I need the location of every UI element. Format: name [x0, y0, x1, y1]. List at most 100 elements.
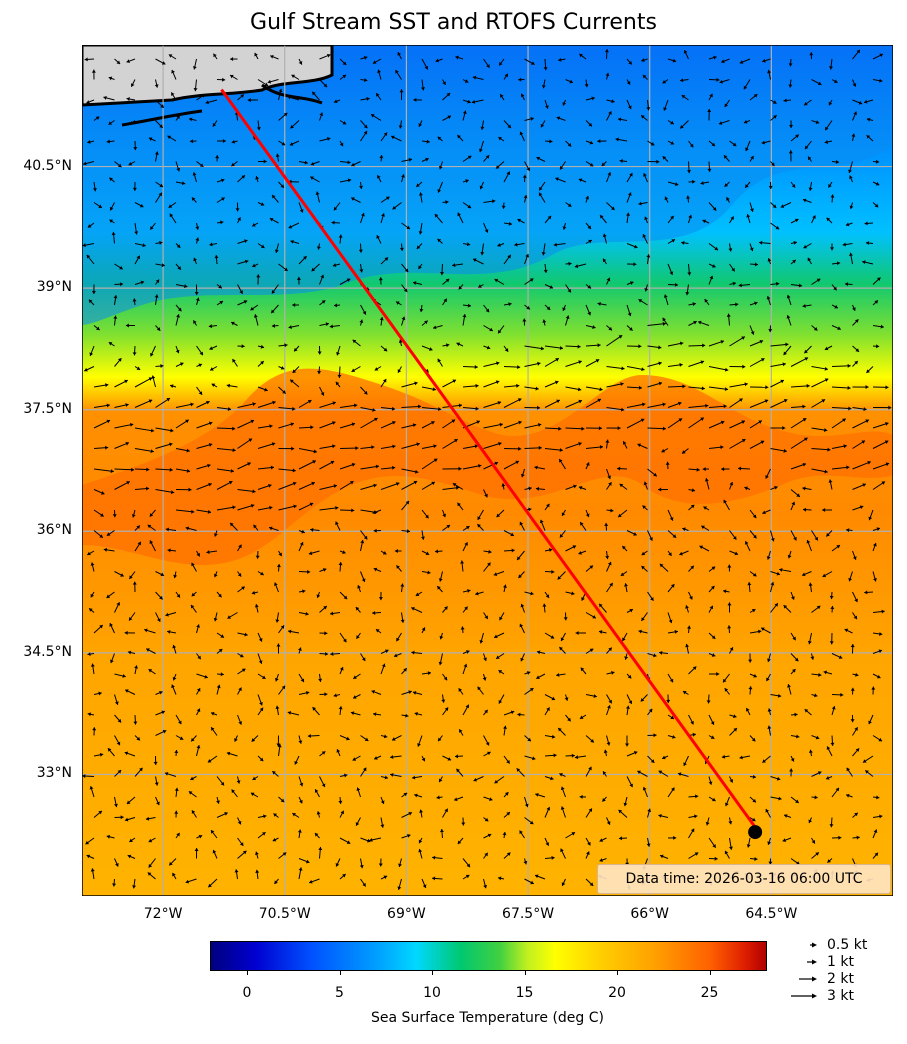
current-arrowhead	[807, 640, 812, 645]
sst-current-map[interactable]	[82, 45, 893, 896]
current-arrowhead	[439, 829, 444, 833]
current-arrowhead	[351, 368, 356, 372]
current-arrowhead	[134, 665, 139, 669]
current-arrowhead	[86, 854, 91, 859]
current-arrowhead	[392, 420, 396, 425]
current-arrowhead	[234, 869, 239, 873]
current-arrowhead	[478, 463, 482, 468]
current-arrowhead	[611, 206, 615, 211]
current-arrowhead	[96, 326, 100, 331]
current-arrowhead	[375, 629, 380, 633]
current-arrowhead	[210, 367, 214, 371]
current-arrowhead	[437, 358, 442, 363]
current-arrowhead	[311, 267, 316, 272]
current-arrowhead	[786, 315, 791, 319]
current-arrowhead	[767, 708, 772, 712]
current-arrowhead	[750, 208, 754, 212]
current-arrowhead	[848, 406, 852, 411]
current-arrowhead	[452, 379, 457, 384]
map-frame[interactable]	[82, 45, 893, 896]
route-endpoint[interactable]	[748, 825, 763, 840]
route-line[interactable]	[220, 88, 757, 828]
current-arrowhead	[322, 568, 327, 572]
current-arrowhead	[356, 787, 361, 791]
current-arrowhead	[650, 142, 655, 146]
current-arrowhead	[281, 685, 286, 690]
current-arrowhead	[438, 165, 443, 170]
current-arrowhead	[660, 854, 664, 859]
current-arrowhead	[547, 215, 552, 220]
current-arrowhead	[767, 258, 772, 262]
current-arrowhead	[271, 290, 276, 294]
current-arrowhead	[382, 378, 387, 383]
current-arrowhead	[641, 115, 645, 119]
current-arrowhead	[808, 156, 812, 161]
current-arrowhead	[879, 53, 884, 58]
current-arrowhead	[230, 57, 234, 62]
current-arrowhead	[780, 379, 784, 384]
current-arrowhead	[814, 536, 818, 541]
current-arrow	[401, 405, 422, 408]
current-arrowhead	[209, 242, 213, 247]
current-arrowhead	[264, 82, 269, 86]
current-arrowhead	[671, 787, 675, 792]
map-title: Gulf Stream SST and RTOFS Currents	[250, 10, 657, 35]
current-arrowhead	[700, 417, 704, 421]
current-arrowhead	[622, 441, 627, 445]
current-arrow	[770, 343, 789, 347]
current-arrowhead	[343, 595, 348, 600]
current-arrowhead	[372, 407, 376, 412]
current-arrowhead	[103, 547, 108, 552]
current-arrowhead	[589, 140, 594, 145]
current-arrowhead	[139, 203, 144, 208]
current-arrowhead	[244, 239, 248, 244]
current-arrowhead	[732, 536, 737, 540]
current-arrowhead	[829, 824, 834, 828]
current-arrowhead	[292, 481, 297, 486]
current-arrowhead	[671, 239, 675, 243]
current-arrowhead	[84, 57, 88, 62]
current-arrowhead	[355, 822, 360, 826]
current-arrowhead	[153, 761, 158, 765]
current-arrowhead	[455, 485, 460, 490]
current-arrowhead	[418, 231, 423, 235]
current-arrowhead	[728, 248, 733, 252]
current-arrowhead	[607, 705, 611, 709]
current-arrowhead	[307, 569, 311, 574]
current-arrowhead	[292, 813, 296, 817]
current-arrowhead	[392, 465, 396, 470]
current-arrowhead	[369, 837, 373, 842]
current-arrowhead	[546, 707, 550, 711]
current-arrowhead	[710, 585, 715, 590]
current-arrowhead	[198, 363, 203, 368]
current-arrowhead	[440, 272, 445, 276]
current-arrowhead	[119, 265, 123, 270]
current-arrowhead	[646, 107, 651, 111]
current-arrowhead	[496, 513, 501, 518]
current-arrowhead	[590, 739, 594, 743]
current-arrowhead	[767, 658, 771, 662]
current-arrowhead	[305, 859, 310, 864]
current-arrowhead	[413, 97, 417, 102]
current-arrowhead	[480, 251, 485, 256]
current-arrowhead	[588, 239, 592, 244]
current-arrow	[155, 427, 174, 432]
current-arrowhead	[375, 464, 380, 469]
current-arrowhead	[353, 675, 357, 679]
current-arrowhead	[749, 247, 754, 252]
current-arrowhead	[208, 324, 213, 329]
current-arrowhead	[434, 549, 439, 554]
current-arrowhead	[403, 792, 408, 797]
current-arrowhead	[642, 786, 647, 791]
current-arrowhead	[359, 319, 364, 324]
current-arrowhead	[824, 366, 828, 371]
current-arrowhead	[561, 882, 566, 886]
current-arrowhead	[478, 284, 482, 288]
current-arrowhead	[685, 643, 690, 648]
current-arrowhead	[361, 212, 365, 217]
current-arrowhead	[351, 462, 356, 467]
current-arrowhead	[145, 816, 150, 821]
current-arrowhead	[301, 529, 305, 534]
current-arrowhead	[871, 686, 876, 690]
current-arrowhead	[179, 736, 184, 740]
